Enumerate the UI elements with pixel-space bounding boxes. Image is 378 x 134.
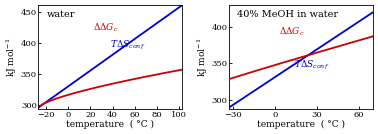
Text: $\Delta\Delta G_c$: $\Delta\Delta G_c$: [279, 26, 305, 38]
Text: $\Delta\Delta G_c$: $\Delta\Delta G_c$: [93, 22, 119, 34]
Text: $T\Delta S_{conf}$: $T\Delta S_{conf}$: [110, 39, 146, 52]
Y-axis label: kJ mol$^{-1}$: kJ mol$^{-1}$: [5, 37, 19, 77]
X-axis label: temperature  ( °C ): temperature ( °C ): [66, 120, 154, 129]
Y-axis label: kJ mol$^{-1}$: kJ mol$^{-1}$: [196, 37, 210, 77]
Text: $T\Delta S_{conf}$: $T\Delta S_{conf}$: [294, 59, 329, 72]
X-axis label: temperature  ( °C ): temperature ( °C ): [257, 120, 345, 129]
Text: water: water: [47, 10, 75, 19]
Text: 40% MeOH in water: 40% MeOH in water: [237, 10, 339, 19]
